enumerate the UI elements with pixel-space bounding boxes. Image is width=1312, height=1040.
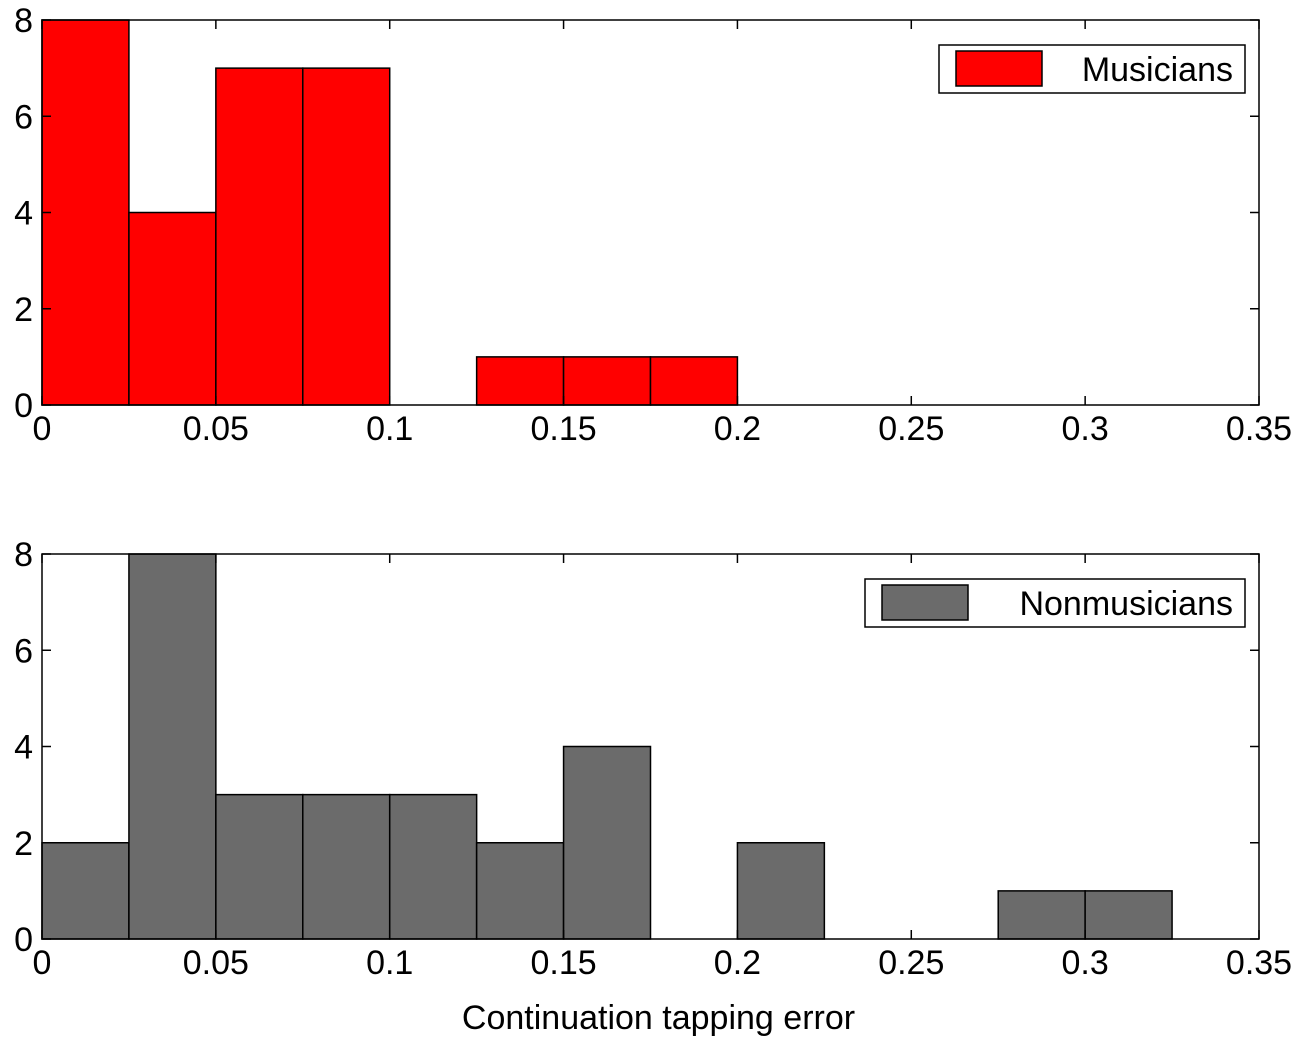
panel2-xtick-label-0p05: 0.05 [183,944,249,982]
panel2-xtick-label-0p3: 0.3 [1062,944,1109,982]
panel2-legend: Nonmusicians [864,578,1246,628]
panel1-xtick-label-0p05: 0.05 [183,410,249,448]
panel2-legend-swatch [881,584,969,621]
panel2-ytick-label-0: 0 [14,921,33,959]
panel1-xtick-label-0p15: 0.15 [530,410,596,448]
panel1-xtick-label-0p3: 0.3 [1062,410,1109,448]
panel1-bar-6 [475,356,565,406]
panel2-xtick-label-0p25: 0.25 [878,944,944,982]
panel1-bar-7 [562,356,652,406]
panel2-bar-2 [128,553,217,940]
panel2-ytick-label-2: 2 [14,825,33,863]
panel2-legend-label: Nonmusicians [1019,585,1233,623]
panel1-bar-2 [128,211,217,406]
panel2-xtick-label-0p35: 0.35 [1226,944,1292,982]
panel2-ytick-label-8: 8 [14,536,33,574]
nonmusicians-histogram-panel: 0 0.05 0.1 0.15 0.2 0.25 0.3 0.35 0 2 4 6 8 Continuat… [14,536,1292,1037]
panel1-legend-swatch [955,50,1043,87]
panel1-ytick-label-0: 0 [14,387,33,425]
panel1-legend: Musicians [938,44,1246,94]
panel2-ytick-label-4: 4 [14,729,33,767]
panel2-bar-4 [302,793,391,940]
panel1-bar-1 [41,19,130,406]
panel1-bar-3 [215,67,304,406]
panel1-xtick-label-0p25: 0.25 [878,410,944,448]
panel2-xtick-label-0: 0 [33,944,52,982]
panel1-ytick-label-8: 8 [14,2,33,40]
panel2-xtick-label-0p15: 0.15 [530,944,596,982]
panel2-bar-1 [41,842,130,940]
panel1-bar-4 [302,67,391,406]
panel2-xtick-label-0p2: 0.2 [714,944,761,982]
musicians-histogram-panel: 0 0.05 0.1 0.15 0.2 0.25 0.3 0.35 0 2 4 6 8 Musicians [14,2,1292,448]
panel1-ytick-label-4: 4 [14,195,33,233]
panel2-bar-3 [215,793,304,940]
panel1-xtick-label-0p1: 0.1 [366,410,413,448]
panel1-ytick-label-2: 2 [14,291,33,329]
panel2-bar-9 [736,842,826,940]
panel1-ytick-label-6: 6 [14,98,33,136]
panel1-bar-8 [649,356,739,406]
panel1-legend-label: Musicians [1082,51,1233,89]
panel2-bar-5 [388,793,478,940]
panel2-bar-13 [1084,890,1173,940]
panel2-bar-7 [562,745,652,940]
panel2-xtick-label-0p1: 0.1 [366,944,413,982]
panel1-xtick-label-0p35: 0.35 [1226,410,1292,448]
panel2-x-axis-label: Continuation tapping error [462,999,855,1037]
panel2-bar-12 [997,890,1086,940]
panel2-ytick-label-6: 6 [14,632,33,670]
panel1-xtick-label-0p2: 0.2 [714,410,761,448]
panel1-xtick-label-0: 0 [33,410,52,448]
panel2-bar-6 [475,842,565,940]
